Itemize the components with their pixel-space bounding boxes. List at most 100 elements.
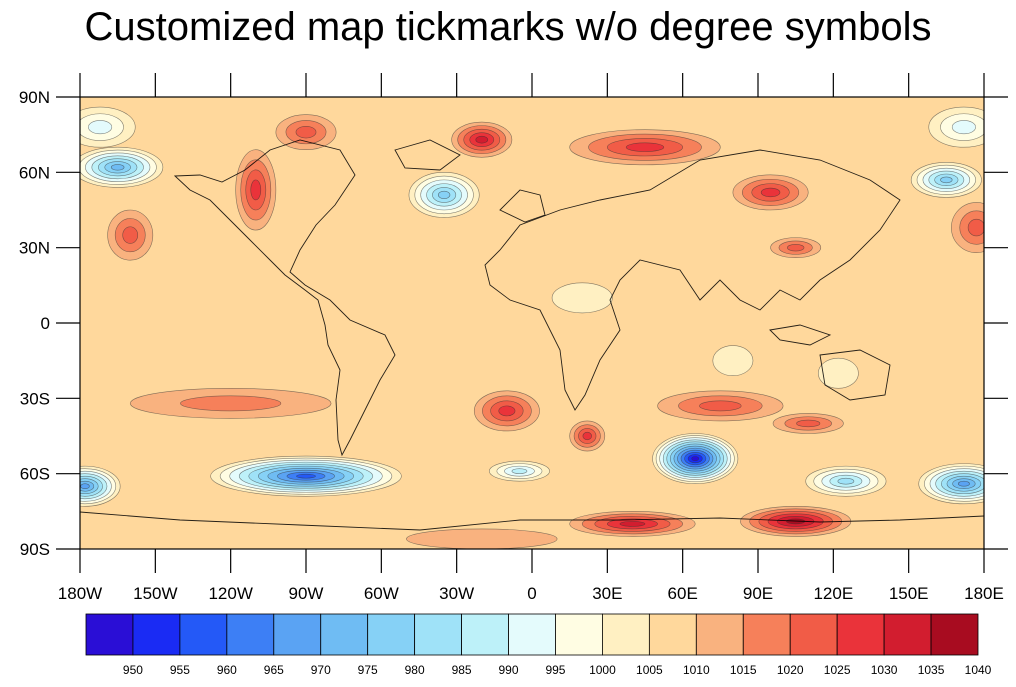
pressure-feature	[473, 390, 540, 432]
contour-band	[122, 226, 139, 244]
colorbar-label: 1010	[683, 663, 710, 677]
pressure-feature	[551, 282, 613, 314]
colorbar-label: 985	[452, 663, 472, 677]
contour-band	[437, 190, 451, 200]
contour-band	[951, 120, 976, 135]
contour-band	[619, 521, 646, 527]
lon-label: 0	[527, 584, 536, 603]
pressure-feature	[80, 106, 136, 148]
colorbar-label: 1025	[824, 663, 851, 677]
lon-label: 120W	[208, 584, 252, 603]
colorbar-box	[414, 613, 462, 656]
lon-label: 150E	[889, 584, 929, 603]
colorbar-box	[179, 613, 228, 656]
contour-band	[551, 282, 613, 314]
colorbar-label: 990	[499, 663, 519, 677]
coastlines	[80, 139, 984, 531]
contour-band	[110, 164, 125, 171]
lon-label: 60W	[364, 584, 399, 603]
pressure-map	[80, 97, 984, 549]
colorbar-label: 1015	[730, 663, 757, 677]
colorbar-label: 1040	[965, 663, 992, 677]
colorbar-label: 1035	[918, 663, 945, 677]
lon-label: 180W	[58, 584, 102, 603]
contour-band	[295, 125, 317, 139]
pressure-feature	[406, 528, 558, 549]
pressure-feature	[80, 146, 164, 188]
colorbar-label: 965	[264, 663, 284, 677]
pressure-feature	[569, 420, 606, 452]
pressure-feature	[928, 106, 984, 148]
lon-label: 90W	[289, 584, 324, 603]
colorbar-label: 970	[311, 663, 331, 677]
pressure-feature	[210, 455, 402, 497]
lat-label: 30N	[19, 239, 50, 258]
colorbar-label: 980	[405, 663, 425, 677]
colorbar-box	[132, 613, 181, 656]
colorbar-box	[930, 613, 979, 656]
colorbar-box	[555, 613, 603, 656]
longitude-labels: 180W 150W 120W 90W 60W 30W 0 30E 60E 90E 120E 150E 1…	[58, 584, 1004, 603]
colorbar-box	[789, 613, 838, 656]
contour-band	[837, 477, 855, 485]
lon-label: 30E	[592, 584, 622, 603]
pressure-feature	[569, 129, 721, 166]
pressure-feature	[80, 465, 121, 507]
contour-band	[406, 528, 558, 549]
contour-band	[475, 135, 489, 144]
pressure-feature	[770, 237, 822, 259]
lon-label: 60E	[668, 584, 698, 603]
pressure-feature	[569, 511, 696, 537]
colorbar-box	[742, 613, 791, 656]
colorbar-label: 1030	[871, 663, 898, 677]
contour-band	[625, 142, 665, 152]
pressure-feature	[489, 460, 550, 482]
pressure-feature	[772, 413, 844, 434]
contour-band	[699, 400, 742, 412]
pressure-feature	[235, 149, 277, 231]
colorbar	[85, 613, 979, 656]
colorbar-label: 1020	[777, 663, 804, 677]
lon-label: 30W	[439, 584, 474, 603]
colorbar-label: 995	[545, 663, 565, 677]
colorbar-box	[85, 613, 134, 656]
contour-band	[296, 473, 316, 479]
colorbar-box	[836, 613, 885, 656]
contour-band	[180, 395, 282, 412]
contour-band	[817, 357, 859, 389]
colorbar-label: 950	[123, 663, 143, 677]
contour-band	[88, 120, 113, 135]
lon-label: 120E	[813, 584, 853, 603]
pressure-feature	[408, 172, 480, 218]
colorbar-box	[695, 613, 744, 656]
colorbar-labels: 950 955 960 965 970 975 980 985 990 995 1000 1005 10…	[123, 663, 992, 677]
contour-band	[940, 176, 953, 184]
pressure-feature	[805, 465, 887, 497]
lat-label: 30S	[20, 389, 50, 408]
colorbar-label: 955	[170, 663, 190, 677]
colorbar-label: 975	[358, 663, 378, 677]
pressure-feature	[712, 345, 754, 377]
contour-band	[80, 483, 90, 490]
colorbar-box	[320, 613, 369, 656]
colorbar-box	[367, 613, 416, 656]
lat-label: 90N	[19, 88, 50, 107]
colorbar-box	[602, 613, 650, 656]
latitude-labels: 90N 60N 30N 0 30S 60S 90S	[19, 88, 50, 559]
pressure-feature	[657, 390, 784, 422]
lon-label: 90E	[743, 584, 773, 603]
colorbar-box	[226, 613, 275, 656]
contour-band	[498, 405, 516, 417]
pressure-feature	[451, 121, 513, 158]
colorbar-box	[273, 613, 322, 656]
page-title: Customized map tickmarks w/o degree symb…	[84, 5, 932, 49]
pressure-feature	[275, 114, 337, 151]
colorbar-box	[648, 613, 697, 656]
lat-label: 0	[41, 314, 50, 333]
lat-label: 60S	[20, 465, 50, 484]
contour-band	[786, 244, 805, 252]
contour-band	[967, 218, 984, 237]
lat-label: 60N	[19, 163, 50, 182]
pressure-feature	[129, 387, 332, 419]
